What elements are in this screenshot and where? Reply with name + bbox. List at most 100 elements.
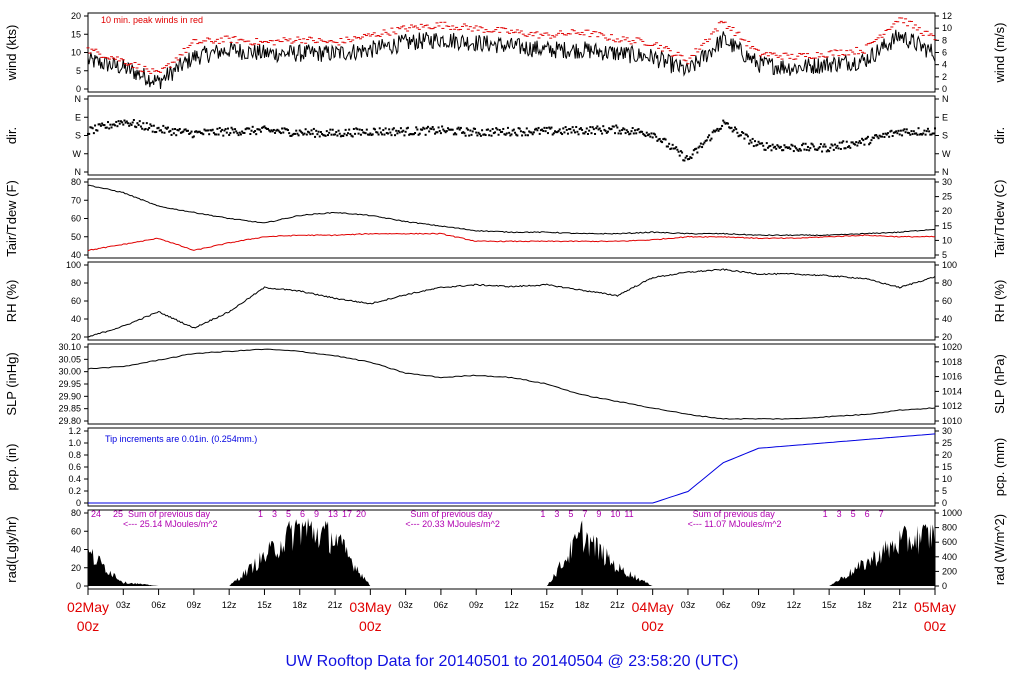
dir-point: [650, 132, 653, 135]
dir-point: [543, 126, 546, 129]
dir-point: [423, 127, 426, 130]
rad-sum-value: <--- 11.07 MJoules/m^2: [688, 519, 782, 529]
dir-point: [90, 126, 93, 129]
dir-point: [619, 132, 622, 135]
dir-point: [488, 134, 491, 137]
dir-point: [141, 127, 144, 130]
chart-title: UW Rooftop Data for 20140501 to 20140504…: [286, 653, 739, 670]
rad-hour-mark: 5: [286, 509, 291, 519]
dir-point: [723, 121, 726, 124]
dir-point: [475, 131, 478, 134]
dir-point: [774, 145, 777, 148]
dir-point: [602, 125, 605, 128]
dir-point: [762, 144, 765, 147]
dir-point: [685, 155, 688, 158]
dir-point: [336, 134, 339, 137]
time-tick-label: 06z: [434, 600, 449, 610]
pcp-series: [88, 433, 936, 504]
dir-point: [126, 122, 129, 125]
dir-point: [765, 142, 768, 145]
dir-point: [398, 131, 401, 134]
dir-point: [279, 132, 282, 135]
temp-left-tick-label: 60: [71, 214, 81, 224]
dir-point: [172, 132, 175, 135]
dir-point: [895, 130, 898, 133]
dir-point: [228, 133, 231, 136]
dir-point: [763, 148, 766, 151]
dir-point: [351, 135, 354, 138]
slp-left-tick-label: 29.80: [58, 416, 81, 426]
dir-point: [709, 139, 712, 142]
rh-left-tick-label: 100: [66, 260, 81, 270]
dir-point: [615, 124, 618, 127]
dir-point: [675, 146, 678, 149]
dir-point: [789, 147, 792, 150]
dir-point: [430, 127, 433, 130]
dir-point: [239, 133, 242, 136]
dir-point: [121, 121, 124, 124]
slp-left-label: SLP (inHg): [4, 352, 19, 415]
dir-point: [577, 133, 580, 136]
pcp-right-tick-label: 30: [942, 426, 952, 436]
dir-point: [405, 127, 408, 130]
dir-point: [922, 132, 925, 135]
dir-point: [586, 132, 589, 135]
rad-right-tick-label: 800: [942, 523, 957, 533]
dir-point: [181, 131, 184, 134]
rh-series: [87, 268, 936, 338]
dir-point: [105, 126, 108, 129]
dir-point: [550, 126, 553, 129]
dir-point: [511, 129, 514, 132]
dir-point: [375, 131, 378, 134]
dir-point: [444, 131, 447, 134]
dir-point: [797, 149, 800, 152]
dir-point: [301, 131, 304, 134]
dir-point: [585, 127, 588, 130]
dir-point: [349, 133, 352, 136]
dir-point: [775, 147, 778, 150]
dir-point: [525, 127, 528, 130]
dir-point: [215, 133, 218, 136]
dir-point: [509, 134, 512, 137]
dir-point: [472, 127, 475, 130]
dir-point: [222, 134, 225, 137]
dir-point: [505, 132, 508, 135]
dir-point: [471, 130, 474, 133]
date-label: 04May: [632, 599, 674, 615]
dir-point: [635, 132, 638, 135]
dir-point: [118, 122, 121, 125]
slp-left-tick-label: 30.00: [58, 367, 81, 377]
dir-point: [804, 142, 807, 145]
time-tick-label: 09z: [187, 600, 202, 610]
rad-sum-label: Sum of previous day: [410, 509, 493, 519]
dir-point: [652, 132, 655, 135]
dir-point: [536, 129, 539, 132]
dir-point: [186, 129, 189, 132]
dir-point: [768, 145, 771, 148]
dir-point: [99, 124, 102, 127]
dir-point: [469, 129, 472, 132]
dir-point: [117, 120, 120, 123]
dir-point: [178, 127, 181, 130]
rad-hour-mark: 7: [879, 509, 884, 519]
dir-point: [810, 142, 813, 145]
dir-point: [341, 134, 344, 137]
dir-point: [498, 128, 501, 131]
dir-point: [596, 125, 599, 128]
dir-point: [383, 133, 386, 136]
dir-point: [782, 149, 785, 152]
dir-point: [470, 133, 473, 136]
rh-left-tick-label: 80: [71, 278, 81, 288]
dir-point: [449, 128, 452, 131]
dir-point: [182, 130, 185, 133]
dir-point: [877, 137, 880, 140]
dir-point: [575, 125, 578, 128]
dir-point: [688, 157, 691, 160]
dir-point: [378, 127, 381, 130]
dir-point: [556, 131, 559, 134]
dir-point: [891, 134, 894, 137]
dir-point: [786, 147, 789, 150]
slp-right-tick-label: 1018: [942, 357, 962, 367]
dir-point: [237, 134, 240, 137]
dir-point: [690, 156, 693, 159]
